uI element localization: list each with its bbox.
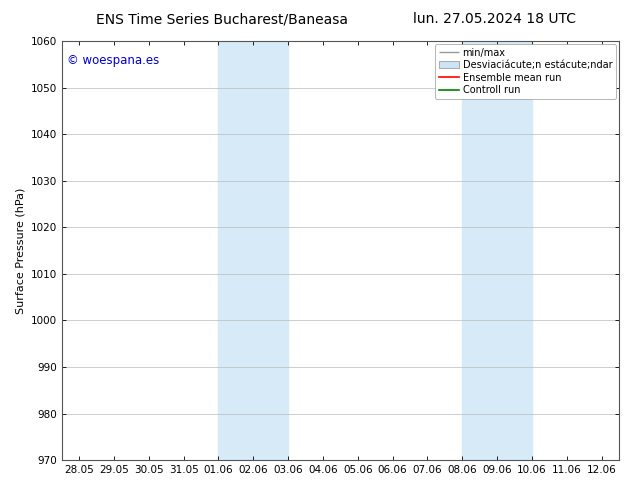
Y-axis label: Surface Pressure (hPa): Surface Pressure (hPa) bbox=[15, 187, 25, 314]
Text: © woespana.es: © woespana.es bbox=[67, 53, 160, 67]
Legend: min/max, Desviaciácute;n estácute;ndar, Ensemble mean run, Controll run: min/max, Desviaciácute;n estácute;ndar, … bbox=[436, 44, 616, 99]
Bar bbox=[219, 41, 288, 460]
Bar bbox=[462, 41, 532, 460]
Text: lun. 27.05.2024 18 UTC: lun. 27.05.2024 18 UTC bbox=[413, 12, 576, 26]
Text: ENS Time Series Bucharest/Baneasa: ENS Time Series Bucharest/Baneasa bbox=[96, 12, 348, 26]
